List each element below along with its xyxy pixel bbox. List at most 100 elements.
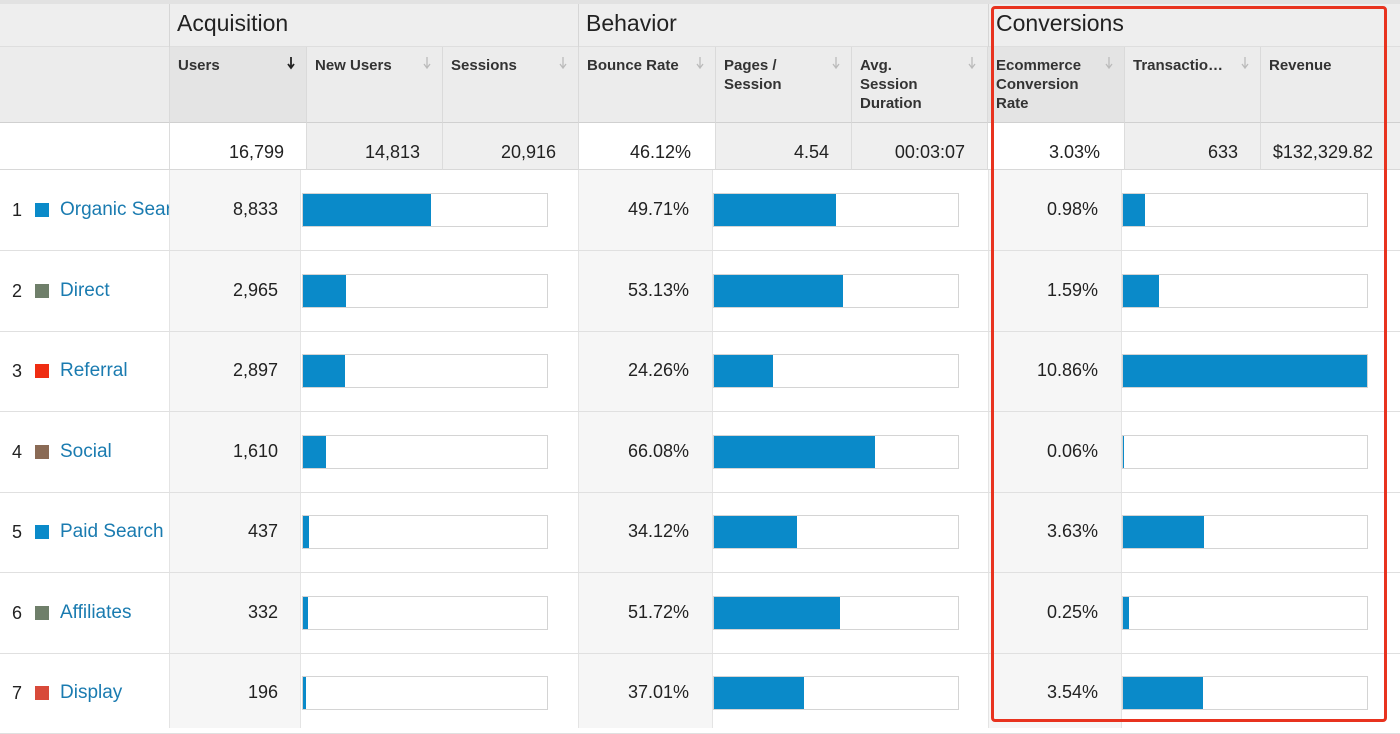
group-divider bbox=[988, 4, 989, 47]
row-rank: 4 bbox=[12, 442, 23, 462]
column-header-sessions[interactable]: Sessions bbox=[443, 47, 579, 123]
column-header-bounce-rate[interactable]: Bounce Rate bbox=[579, 47, 716, 123]
conversion-rate-bar bbox=[1122, 193, 1368, 227]
column-header-ecommerce-conversion-rate[interactable]: Ecommerce Conversion Rate bbox=[988, 47, 1125, 123]
channel-color-swatch bbox=[35, 364, 49, 378]
users-share-bar bbox=[302, 274, 548, 308]
conversion-rate-bar bbox=[1122, 515, 1368, 549]
users-share-bar-fill bbox=[303, 516, 310, 548]
column-divider bbox=[1121, 170, 1122, 728]
sort-icon[interactable] bbox=[967, 56, 977, 70]
conversion-rate-bar-fill bbox=[1123, 677, 1203, 709]
bounce-rate-bar bbox=[713, 193, 959, 227]
total-users-cell: 16,799 bbox=[170, 123, 307, 170]
channel-color-swatch bbox=[35, 525, 49, 539]
sort-icon[interactable] bbox=[422, 56, 432, 70]
row-rank: 5 bbox=[12, 522, 23, 542]
group-label-conversions: Conversions bbox=[996, 10, 1124, 36]
users-value: 437 bbox=[247, 521, 278, 541]
channel-link[interactable]: Organic Search bbox=[60, 199, 169, 220]
total-ecr-cell: 3.03% bbox=[988, 123, 1125, 170]
ecommerce-conversion-rate-value: 0.98% bbox=[1046, 199, 1098, 219]
column-label-ecommerce-conversion-rate: Ecommerce Conversion Rate bbox=[996, 57, 1082, 112]
conversion-rate-bar-fill bbox=[1123, 355, 1367, 387]
bounce-rate-bar-fill bbox=[714, 597, 841, 629]
users-value: 332 bbox=[247, 602, 278, 622]
group-label-behavior: Behavior bbox=[586, 10, 677, 36]
channel-color-swatch bbox=[35, 445, 49, 459]
ecommerce-conversion-rate-value: 3.63% bbox=[1046, 521, 1098, 541]
row-rank: 6 bbox=[12, 603, 23, 623]
users-share-bar bbox=[302, 515, 548, 549]
bounce-rate-bar bbox=[713, 515, 959, 549]
conversion-rate-bar bbox=[1122, 596, 1368, 630]
sort-icon[interactable] bbox=[695, 56, 705, 70]
bounce-rate-value: 34.12% bbox=[627, 521, 689, 541]
table-row bbox=[0, 412, 1400, 493]
sort-icon[interactable] bbox=[558, 56, 568, 70]
bounce-rate-value: 49.71% bbox=[627, 199, 689, 219]
sort-icon[interactable] bbox=[831, 56, 841, 70]
column-label-pages-session: Pages / Session bbox=[724, 57, 782, 93]
bounce-rate-bar-fill bbox=[714, 275, 844, 307]
sort-icon[interactable] bbox=[1240, 56, 1250, 70]
users-share-bar-fill bbox=[303, 355, 345, 387]
bounce-rate-bar bbox=[713, 435, 959, 469]
bounce-rate-bar bbox=[713, 274, 959, 308]
channel-link[interactable]: Direct bbox=[60, 280, 110, 301]
ecommerce-conversion-rate-value: 0.25% bbox=[1046, 602, 1098, 622]
column-header-avg-session-duration[interactable]: Avg. Session Duration bbox=[852, 47, 988, 123]
users-share-bar-fill bbox=[303, 597, 308, 629]
channel-link[interactable]: Referral bbox=[60, 360, 128, 381]
channel-link[interactable]: Paid Search bbox=[60, 521, 164, 542]
total-revenue-cell: $132,329.82 bbox=[1261, 123, 1400, 170]
column-divider bbox=[578, 170, 579, 728]
users-share-bar bbox=[302, 596, 548, 630]
conversion-rate-bar-fill bbox=[1123, 194, 1145, 226]
users-value: 1,610 bbox=[232, 441, 278, 461]
total-transactions-cell: 633 bbox=[1125, 123, 1261, 170]
channel-link[interactable]: Affiliates bbox=[60, 602, 132, 623]
row-rank: 7 bbox=[12, 683, 23, 703]
total-avg-duration-cell: 00:03:07 bbox=[852, 123, 988, 170]
column-header-revenue[interactable]: Revenue bbox=[1261, 47, 1400, 123]
group-divider bbox=[169, 4, 170, 47]
total-new-users-cell: 14,813 bbox=[307, 123, 443, 170]
group-label-acquisition: Acquisition bbox=[177, 10, 289, 36]
bounce-rate-value: 37.01% bbox=[627, 682, 689, 702]
users-share-bar bbox=[302, 354, 548, 388]
column-header-transactions[interactable]: Transactio… bbox=[1125, 47, 1261, 123]
column-label-sessions: Sessions bbox=[451, 57, 517, 74]
column-header-new-users[interactable]: New Users bbox=[307, 47, 443, 123]
table-row bbox=[0, 251, 1400, 332]
column-label-avg-session-duration: Avg. Session Duration bbox=[860, 57, 922, 112]
users-share-bar-fill bbox=[303, 275, 346, 307]
total-new-users: 14,813 bbox=[364, 142, 420, 162]
channel-link[interactable]: Display bbox=[60, 682, 123, 703]
users-share-bar bbox=[302, 435, 548, 469]
total-users: 16,799 bbox=[228, 142, 284, 162]
ecommerce-conversion-rate-value: 10.86% bbox=[1036, 360, 1098, 380]
users-share-bar bbox=[302, 193, 548, 227]
column-label-users: Users bbox=[178, 57, 220, 74]
sort-desc-active-icon[interactable] bbox=[286, 56, 296, 70]
sort-icon[interactable] bbox=[1104, 56, 1114, 70]
users-value: 2,965 bbox=[232, 280, 278, 300]
bounce-rate-bar-fill bbox=[714, 516, 798, 548]
conversion-rate-bar bbox=[1122, 354, 1368, 388]
total-bounce-rate: 46.12% bbox=[629, 142, 691, 162]
ecommerce-conversion-rate-value: 1.59% bbox=[1046, 280, 1098, 300]
column-header-pages-session[interactable]: Pages / Session bbox=[716, 47, 852, 123]
total-avg-duration: 00:03:07 bbox=[894, 142, 965, 162]
users-share-bar-fill bbox=[303, 677, 306, 709]
column-header-users[interactable]: Users bbox=[170, 47, 307, 123]
total-pages-session: 4.54 bbox=[793, 142, 829, 162]
bounce-rate-bar-fill bbox=[714, 194, 836, 226]
total-pages-session-cell: 4.54 bbox=[716, 123, 852, 170]
row-rank: 3 bbox=[12, 361, 23, 381]
users-value: 196 bbox=[247, 682, 278, 702]
users-share-bar bbox=[302, 676, 548, 710]
channel-link[interactable]: Social bbox=[60, 441, 112, 462]
total-revenue: $132,329.82 bbox=[1272, 142, 1373, 162]
column-label-new-users: New Users bbox=[315, 57, 392, 74]
